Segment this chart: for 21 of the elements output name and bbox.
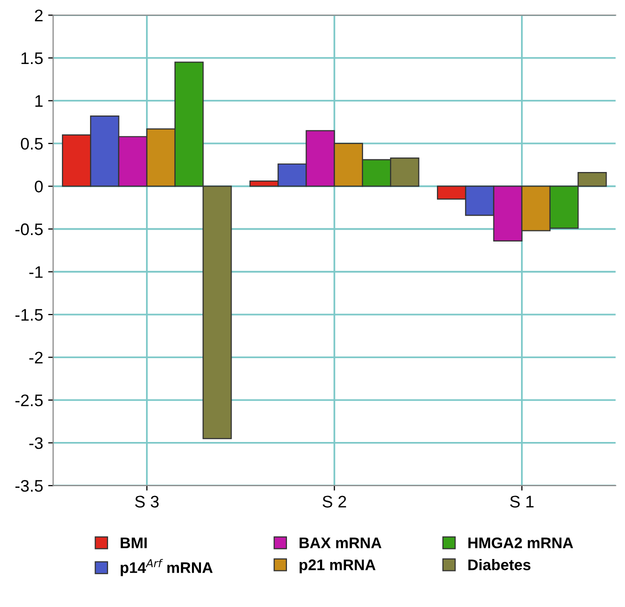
- legend-label: BAX mRNA: [300, 538, 382, 548]
- x-tick-label: S 1: [510, 496, 534, 508]
- legend-label: p14$^{Arf}$ mRNA: [120, 558, 213, 576]
- legend-label: p21 mRNA: [300, 559, 376, 574]
- y-tick-label: -3.5: [15, 480, 43, 492]
- legend-label: HMGA2 mRNA: [468, 537, 574, 548]
- y-tick-label: -1: [29, 266, 43, 278]
- y-tick-label: 0.5: [20, 138, 43, 150]
- y-tick-label: -3: [29, 437, 43, 450]
- y-tick-label: -1.5: [15, 309, 43, 321]
- x-tick-label: S 2: [322, 496, 346, 508]
- y-tick-label: -2.5: [15, 394, 43, 406]
- y-tick-label: 2: [34, 10, 43, 22]
- y-tick-label: 0: [34, 180, 43, 192]
- y-tick-label: -0.5: [15, 223, 43, 236]
- y-tick-label: -2: [29, 352, 43, 364]
- legend-label: BMI: [120, 538, 147, 548]
- y-tick-label: 1.5: [22, 52, 43, 64]
- x-tick-label: S 3: [135, 496, 159, 508]
- y-tick-label: 1: [35, 95, 43, 107]
- legend-label: Diabetes: [468, 559, 530, 570]
